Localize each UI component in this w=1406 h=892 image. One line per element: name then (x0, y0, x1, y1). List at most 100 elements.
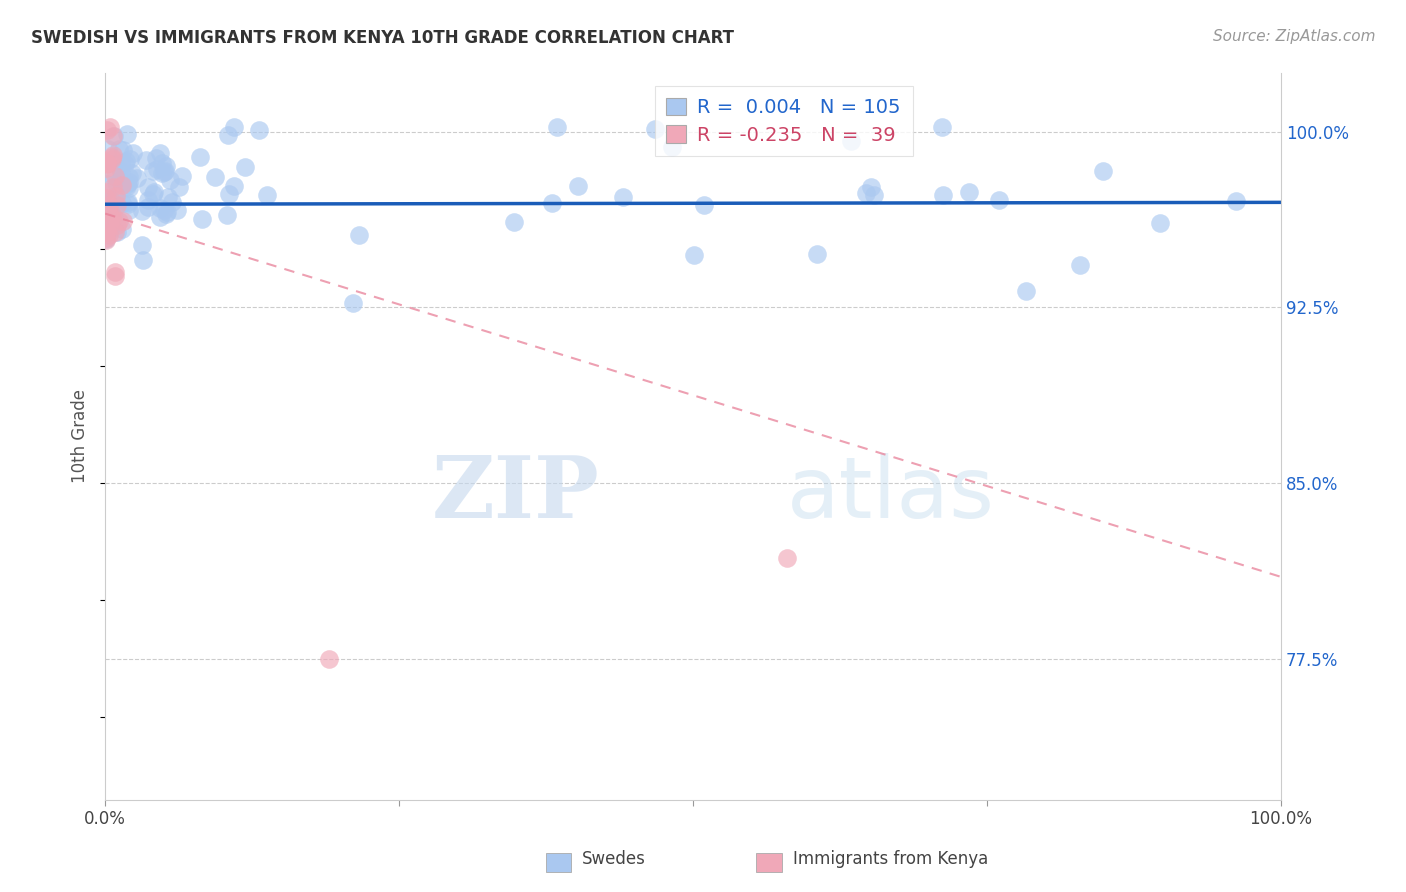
Point (153, 164, 176, 178)
Point (101, 148, 124, 162)
Point (101, 179, 124, 194)
Point (256, 188, 278, 202)
Text: atlas: atlas (787, 453, 995, 536)
Point (136, 200, 159, 214)
Text: Immigrants from Kenya: Immigrants from Kenya (793, 850, 988, 868)
Point (100, 152, 122, 166)
Point (217, 128, 239, 142)
Point (247, 123, 270, 137)
Point (96, 177, 118, 191)
Point (96, 156, 118, 170)
Point (131, 237, 153, 252)
Point (111, 196, 134, 211)
Point (101, 198, 124, 212)
Point (98, 228, 121, 243)
Point (156, 190, 179, 204)
Point (347, 227, 370, 242)
Point (101, 149, 124, 163)
Point (172, 169, 194, 184)
Y-axis label: 10th Grade: 10th Grade (72, 389, 89, 483)
Point (156, 205, 179, 219)
Point (145, 151, 167, 165)
Point (855, 186, 877, 201)
Point (108, 213, 131, 227)
Point (110, 173, 132, 187)
Point (125, 171, 148, 186)
Point (96, 230, 118, 244)
Point (146, 162, 169, 177)
Point (122, 146, 145, 161)
Point (97, 207, 120, 221)
Point (105, 219, 128, 233)
Point (806, 246, 828, 260)
Point (110, 156, 132, 170)
Point (160, 195, 183, 210)
Point (105, 198, 128, 212)
Point (98, 215, 121, 229)
Point (118, 169, 141, 184)
Point (150, 155, 173, 169)
Point (342, 295, 364, 310)
Point (191, 212, 214, 227)
Point (166, 202, 188, 217)
Point (110, 174, 132, 188)
Point (103, 128, 125, 143)
Point (96, 157, 118, 171)
Point (100, 194, 122, 208)
Point (155, 206, 177, 220)
Point (103, 157, 125, 171)
Point (135, 153, 157, 168)
Point (114, 157, 136, 171)
Point (103, 210, 125, 224)
Point (143, 185, 166, 199)
Text: ZIP: ZIP (432, 452, 599, 536)
Point (104, 265, 127, 279)
Point (94, 233, 117, 247)
Text: Source: ZipAtlas.com: Source: ZipAtlas.com (1212, 29, 1375, 44)
Point (101, 207, 124, 221)
Point (98, 120, 121, 134)
Point (167, 179, 190, 194)
Point (105, 225, 128, 239)
Point (190, 151, 212, 165)
Point (142, 164, 165, 178)
Point (104, 176, 127, 190)
Point (1149, 216, 1171, 230)
Point (567, 178, 589, 193)
Point (111, 222, 134, 236)
Point (1225, 194, 1247, 208)
Point (117, 197, 139, 211)
Point (683, 248, 706, 262)
Point (94, 232, 117, 246)
Point (97, 206, 120, 220)
Point (104, 269, 127, 284)
Text: SWEDISH VS IMMIGRANTS FROM KENYA 10TH GRADE CORRELATION CHART: SWEDISH VS IMMIGRANTS FROM KENYA 10TH GR… (31, 29, 734, 46)
Point (1015, 284, 1038, 298)
Point (153, 203, 176, 218)
Point (987, 193, 1010, 207)
Point (115, 153, 138, 168)
Point (97, 142, 120, 156)
Point (117, 194, 139, 209)
Point (152, 165, 174, 179)
Point (644, 122, 666, 136)
Point (107, 142, 129, 156)
Text: Swedes: Swedes (582, 850, 645, 868)
Point (546, 120, 568, 134)
Point (96, 156, 118, 170)
Point (141, 187, 163, 202)
Point (104, 169, 127, 184)
Point (503, 215, 526, 229)
Point (149, 201, 172, 215)
Point (104, 225, 127, 239)
Point (661, 139, 683, 153)
Point (96, 123, 118, 137)
Point (957, 185, 980, 199)
Point (149, 210, 172, 224)
Point (118, 152, 141, 166)
Point (117, 181, 139, 195)
Point (103, 191, 125, 205)
Point (776, 551, 799, 566)
Point (110, 178, 132, 192)
Point (318, 652, 340, 666)
